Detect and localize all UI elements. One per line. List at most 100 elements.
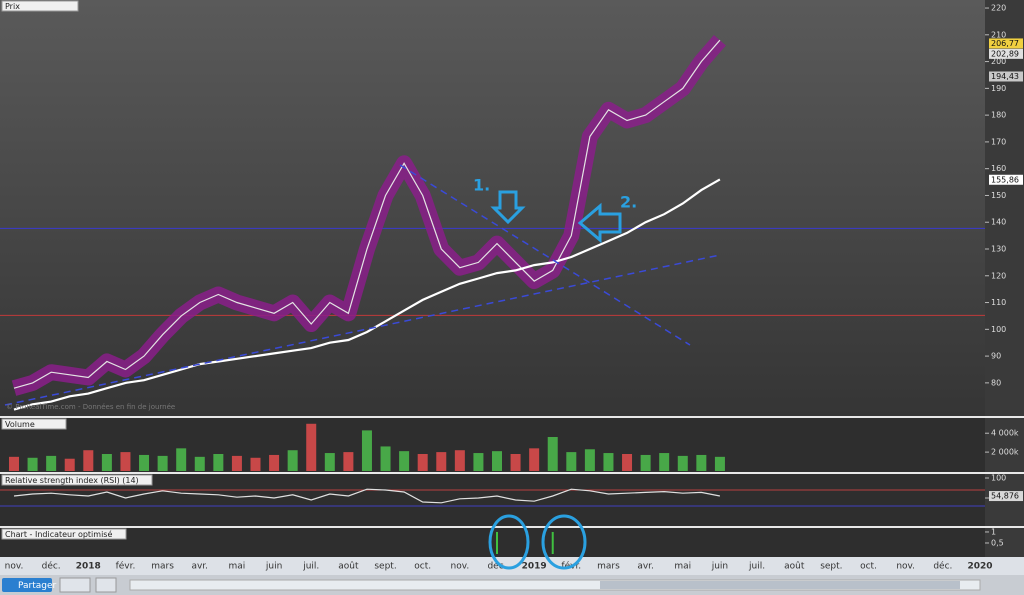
y-tick-label: 210 bbox=[991, 30, 1006, 39]
share-button[interactable] bbox=[2, 578, 52, 592]
watermark: © ProRealTime.com - Données en fin de jo… bbox=[6, 403, 175, 411]
arrow-left bbox=[577, 202, 622, 244]
price-label: 202,89 bbox=[991, 49, 1019, 58]
x-tick-label: avr. bbox=[191, 562, 208, 572]
x-tick-label: juin bbox=[711, 562, 728, 572]
y-tick-label: 150 bbox=[991, 191, 1006, 200]
series-line bbox=[13, 488, 721, 504]
series-line bbox=[13, 178, 721, 411]
plot-layer: nov. déc. 2018 févr. mars avr. mai juin juil. aoû… bbox=[0, 4, 1023, 572]
bar bbox=[399, 451, 410, 471]
bar bbox=[659, 453, 670, 471]
panel-header[interactable] bbox=[1, 474, 153, 486]
bar bbox=[139, 454, 150, 471]
last-value-label: 54,876 bbox=[991, 492, 1019, 501]
price-label: 155,86 bbox=[991, 175, 1019, 184]
y-tick-label: 140 bbox=[991, 218, 1006, 227]
x-tick-label: oct. bbox=[860, 562, 877, 572]
scrollbar[interactable] bbox=[129, 579, 981, 591]
x-tick-label: mars bbox=[597, 562, 620, 572]
x-axis-bar bbox=[0, 557, 1024, 575]
bar bbox=[64, 458, 75, 471]
price-label-box bbox=[989, 71, 1023, 82]
bar bbox=[101, 454, 112, 471]
annotation: 2. bbox=[620, 193, 637, 212]
panel-title: Volume bbox=[5, 420, 35, 429]
x-tick-label: 2020 bbox=[967, 562, 992, 572]
bar bbox=[584, 449, 595, 471]
bar bbox=[603, 453, 614, 471]
separator bbox=[0, 526, 1024, 528]
bar bbox=[157, 455, 168, 471]
x-tick-label: févr. bbox=[116, 561, 136, 572]
bar bbox=[566, 452, 577, 471]
bar bbox=[436, 452, 447, 471]
bar bbox=[46, 455, 57, 471]
right-axis bbox=[985, 0, 1024, 557]
scroll-thumb[interactable] bbox=[600, 581, 960, 589]
last-value-box bbox=[989, 491, 1023, 502]
bar bbox=[714, 456, 725, 471]
y-tick-label: 100 bbox=[991, 325, 1006, 334]
trend-line bbox=[4, 254, 721, 406]
bar bbox=[380, 446, 391, 471]
bar bbox=[9, 456, 19, 471]
panel-header[interactable] bbox=[1, 418, 67, 430]
highlight-circle bbox=[488, 514, 530, 570]
x-tick-label: oct. bbox=[414, 562, 431, 572]
panel-header[interactable] bbox=[1, 0, 79, 12]
panel-title: Chart - Indicateur optimisé bbox=[5, 529, 112, 539]
y-tick-label: 200 bbox=[991, 57, 1006, 66]
x-tick-label: déc. bbox=[487, 561, 506, 572]
x-tick-label: 2018 bbox=[76, 562, 101, 572]
highlight-circle bbox=[541, 514, 587, 570]
x-tick-label: juin bbox=[265, 562, 282, 572]
tool-button[interactable] bbox=[95, 577, 117, 593]
bar bbox=[473, 453, 484, 471]
x-tick-label: mai bbox=[229, 562, 246, 572]
bar bbox=[492, 451, 502, 471]
x-tick-label: avr. bbox=[637, 562, 654, 572]
x-tick-label: mai bbox=[674, 562, 691, 572]
bar bbox=[696, 454, 707, 471]
y-tick-label: 220 bbox=[991, 4, 1006, 13]
bar bbox=[120, 452, 131, 471]
y-tick-label: 0,5 bbox=[991, 538, 1004, 547]
x-tick-label: déc. bbox=[42, 561, 61, 572]
x-tick-label: août bbox=[338, 562, 359, 572]
y-tick-label: 160 bbox=[991, 164, 1006, 173]
bar bbox=[551, 531, 554, 554]
y-tick-label: 1 bbox=[991, 527, 996, 536]
separator bbox=[0, 416, 1024, 418]
x-tick-label: juil. bbox=[302, 562, 319, 572]
bar bbox=[324, 453, 335, 471]
bar bbox=[213, 454, 224, 471]
bar bbox=[361, 430, 372, 471]
y-tick-label: 2 000k bbox=[991, 448, 1019, 457]
bar bbox=[547, 437, 558, 471]
price-label-box bbox=[989, 174, 1023, 185]
x-tick-label: nov. bbox=[5, 562, 24, 572]
x-tick-label: nov. bbox=[896, 562, 915, 572]
share-label: Partager bbox=[18, 581, 57, 591]
x-tick-label: mars bbox=[151, 562, 174, 572]
bar bbox=[194, 456, 205, 471]
y-tick-label: 190 bbox=[991, 84, 1006, 93]
bar bbox=[529, 448, 540, 471]
rsi-panel bbox=[0, 474, 985, 526]
trend-line bbox=[399, 164, 691, 346]
y-tick-label: 90 bbox=[991, 352, 1001, 361]
bar bbox=[496, 531, 498, 554]
tool-button[interactable] bbox=[59, 577, 91, 593]
price-label-box bbox=[989, 38, 1023, 49]
y-tick-label: 130 bbox=[991, 245, 1006, 254]
price-label-box bbox=[989, 48, 1023, 59]
y-tick-label: 4 000k bbox=[991, 429, 1019, 438]
bar bbox=[417, 454, 428, 471]
bar bbox=[622, 454, 633, 471]
price-label: 206,77 bbox=[991, 39, 1019, 48]
bar bbox=[454, 450, 465, 471]
series-line bbox=[13, 39, 721, 389]
panel-header[interactable] bbox=[1, 528, 127, 540]
